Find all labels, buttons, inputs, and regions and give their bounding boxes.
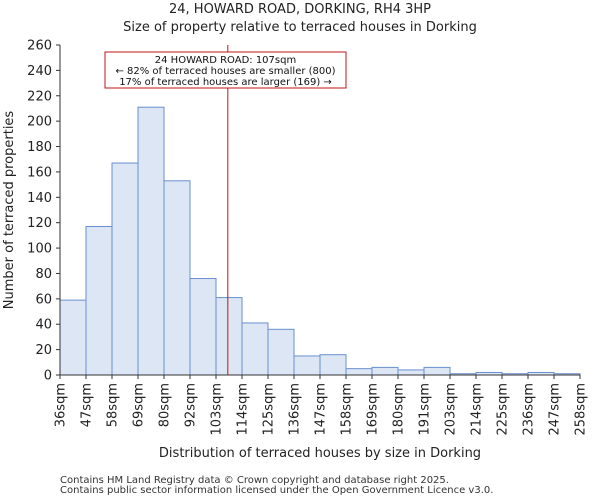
y-tick-label-260: 260 [27, 39, 52, 54]
x-tick-label-36sqm: 36sqm [54, 383, 69, 427]
bar-158sqm [345, 368, 373, 376]
bar-47sqm [85, 226, 113, 376]
chart-subtitle: Size of property relative to terraced ho… [123, 20, 477, 35]
bar-80sqm [163, 180, 191, 376]
bar-180sqm [397, 369, 425, 376]
y-tick-label-200: 200 [27, 115, 52, 130]
x-tick-label-191sqm: 191sqm [418, 383, 433, 436]
bar-147sqm [319, 354, 347, 376]
bar-92sqm [189, 278, 217, 376]
y-tick-label-60: 60 [35, 292, 52, 307]
x-tick-label-125sqm: 125sqm [262, 383, 277, 436]
x-tick-label-80sqm: 80sqm [158, 383, 173, 427]
x-tick-label-258sqm: 258sqm [574, 383, 589, 436]
y-tick-label-0: 0 [44, 369, 52, 384]
annotation-line-3: 17% of terraced houses are larger (169) … [119, 77, 332, 88]
annotation-line-2: ← 82% of terraced houses are smaller (80… [115, 66, 335, 77]
bar-125sqm [267, 328, 295, 376]
y-tick-label-40: 40 [35, 318, 52, 333]
x-axis-label: Distribution of terraced houses by size … [159, 446, 481, 461]
x-tick-label-236sqm: 236sqm [522, 383, 537, 436]
x-tick-label-58sqm: 58sqm [106, 383, 121, 427]
y-tick-label-240: 240 [27, 64, 52, 79]
x-tick-label-180sqm: 180sqm [392, 383, 407, 436]
y-tick-label-120: 120 [27, 216, 52, 231]
x-tick-label-92sqm: 92sqm [184, 383, 199, 427]
y-tick-label-160: 160 [27, 165, 52, 180]
x-tick-label-147sqm: 147sqm [314, 383, 329, 436]
bar-114sqm [241, 322, 269, 376]
footer-licence: Contains public sector information licen… [60, 485, 494, 496]
x-tick-label-47sqm: 47sqm [80, 383, 95, 427]
x-tick-label-225sqm: 225sqm [496, 383, 511, 436]
bar-36sqm [59, 299, 87, 376]
y-tick-label-140: 140 [27, 191, 52, 206]
x-tick-label-247sqm: 247sqm [548, 383, 563, 436]
y-tick-label-80: 80 [35, 267, 52, 282]
bar-69sqm [137, 106, 165, 376]
x-tick-label-169sqm: 169sqm [366, 383, 381, 436]
y-tick-label-180: 180 [27, 140, 52, 155]
footer-copyright: Contains HM Land Registry data © Crown c… [60, 475, 449, 486]
y-tick-label-20: 20 [35, 343, 52, 358]
annotation-line-1: 24 HOWARD ROAD: 107sqm [155, 55, 296, 66]
annotation-box [104, 51, 347, 89]
chart-title: 24, HOWARD ROAD, DORKING, RH4 3HP [168, 2, 432, 17]
bar-191sqm [423, 366, 451, 376]
y-tick-label-100: 100 [27, 242, 52, 257]
x-tick-label-114sqm: 114sqm [236, 383, 251, 436]
y-axis-label: Number of terraced properties [2, 111, 17, 310]
bar-169sqm [371, 366, 399, 376]
x-tick-label-136sqm: 136sqm [288, 383, 303, 436]
bar-136sqm [293, 355, 321, 376]
bar-58sqm [111, 162, 139, 376]
x-tick-label-203sqm: 203sqm [444, 383, 459, 436]
x-tick-label-69sqm: 69sqm [132, 383, 147, 427]
x-tick-label-103sqm: 103sqm [210, 383, 225, 436]
x-tick-label-158sqm: 158sqm [340, 383, 355, 436]
x-tick-label-214sqm: 214sqm [470, 383, 485, 436]
bar-103sqm [215, 297, 243, 376]
y-tick-label-220: 220 [27, 89, 52, 104]
